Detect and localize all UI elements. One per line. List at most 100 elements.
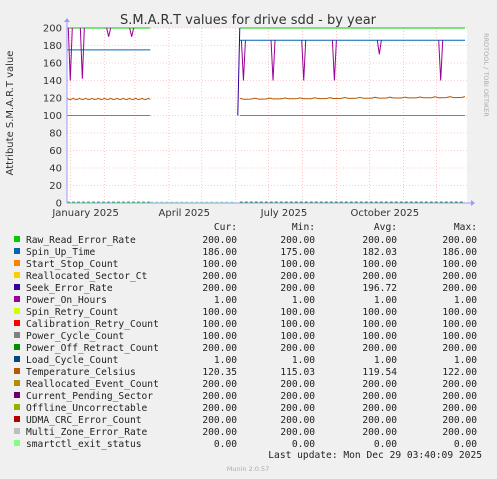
legend-name: Power_Off_Retract_Count — [26, 343, 159, 354]
legend-value-cur: 120.35 — [202, 367, 237, 378]
legend-swatch — [14, 392, 20, 398]
legend-name: UDMA_CRC_Error_Count — [26, 415, 142, 426]
legend-swatch — [14, 296, 20, 302]
y-tick-label: 140 — [43, 76, 62, 87]
legend-value-max: 100.00 — [442, 319, 477, 330]
legend-value-avg: 1.00 — [374, 355, 397, 366]
series-dip-seek-error-rate — [270, 40, 276, 81]
y-tick-label: 80 — [49, 129, 62, 140]
x-axis-arrow — [471, 200, 475, 206]
legend-value-max: 200.00 — [442, 283, 477, 294]
legend-swatch — [14, 248, 20, 254]
legend-swatch — [14, 236, 20, 242]
legend-value-min: 200.00 — [280, 379, 315, 390]
legend-swatch — [14, 344, 20, 350]
x-tick-label: October 2025 — [350, 208, 419, 219]
legend-swatch — [14, 416, 20, 422]
legend-swatch — [14, 356, 20, 362]
legend-value-avg: 200.00 — [362, 271, 397, 282]
legend-value-cur: 1.00 — [214, 295, 237, 306]
legend-name: Multi_Zone_Error_Rate — [26, 427, 148, 438]
legend-value-max: 200.00 — [442, 343, 477, 354]
legend-value-cur: 1.00 — [214, 355, 237, 366]
y-tick-label: 40 — [49, 164, 62, 175]
series-dip-seek-error-rate — [79, 27, 85, 79]
y-tick-label: 160 — [43, 59, 62, 70]
legend-value-cur: 186.00 — [202, 247, 237, 258]
legend-value-max: 200.00 — [442, 271, 477, 282]
legend-value-avg: 200.00 — [362, 391, 397, 402]
legend-value-cur: 200.00 — [202, 415, 237, 426]
series-dip-seek-error-rate — [129, 27, 135, 37]
legend-swatch — [14, 440, 20, 446]
legend-value-avg: 196.72 — [362, 283, 397, 294]
legend-value-max: 200.00 — [442, 391, 477, 402]
legend-value-cur: 200.00 — [202, 271, 237, 282]
legend-swatch — [14, 404, 20, 410]
legend-value-min: 200.00 — [280, 235, 315, 246]
legend-name: Reallocated_Sector_Ct — [26, 271, 147, 282]
y-tick-label: 0 — [56, 199, 62, 210]
legend-value-avg: 100.00 — [362, 259, 397, 270]
legend-name: Seek_Error_Rate — [26, 283, 113, 294]
legend-value-cur: 100.00 — [202, 259, 237, 270]
legend-value-min: 115.03 — [280, 367, 315, 378]
legend-value-cur: 200.00 — [202, 343, 237, 354]
legend-value-cur: 100.00 — [202, 319, 237, 330]
y-tick-label: 120 — [43, 94, 62, 105]
legend-swatch — [14, 272, 20, 278]
legend-name: Load_Cycle_Count — [26, 355, 118, 366]
legend-value-min: 1.00 — [292, 295, 315, 306]
legend-value-min: 100.00 — [280, 307, 315, 318]
legend-value-cur: 200.00 — [202, 391, 237, 402]
legend-value-max: 122.00 — [442, 367, 477, 378]
legend-value-avg: 200.00 — [362, 427, 397, 438]
legend-value-max: 0.00 — [454, 439, 477, 450]
legend-value-min: 200.00 — [280, 283, 315, 294]
y-ticks: 0 20 40 60 80 100 120 140 160 180 200 — [43, 24, 62, 210]
legend-value-avg: 100.00 — [362, 307, 397, 318]
y-axis-arrow — [64, 18, 70, 22]
legend-name: Reallocated_Event_Count — [26, 379, 159, 390]
legend-name: Start_Stop_Count — [26, 259, 118, 270]
legend-value-max: 1.00 — [454, 295, 477, 306]
x-ticks: January 2025 April 2025 July 2025 October 2… — [51, 208, 419, 219]
x-tick-label: April 2025 — [159, 208, 210, 219]
legend-name: smartctl_exit_status — [26, 439, 142, 450]
series-dip-seek-error-rate — [438, 40, 444, 81]
last-update: Last update: Mon Dec 29 03:40:09 2025 — [268, 450, 482, 461]
legend-value-cur: 200.00 — [202, 427, 237, 438]
series-dip-seek-error-rate — [376, 40, 382, 55]
legend-swatch — [14, 260, 20, 266]
legend-swatch — [14, 368, 20, 374]
legend-value-max: 186.00 — [442, 247, 477, 258]
y-tick-label: 200 — [43, 24, 62, 35]
legend-value-max: 1.00 — [454, 355, 477, 366]
series-dip-seek-error-rate — [301, 40, 307, 81]
x-tick-label: July 2025 — [260, 208, 308, 219]
y-tick-label: 60 — [49, 146, 62, 157]
legend-value-min: 100.00 — [280, 319, 315, 330]
legend-value-max: 200.00 — [442, 403, 477, 414]
legend-value-avg: 0.00 — [374, 439, 397, 450]
y-tick-label: 20 — [49, 181, 62, 192]
legend-name: Current_Pending_Sector — [26, 391, 153, 402]
legend-name: Calibration_Retry_Count — [26, 319, 159, 330]
legend-value-max: 200.00 — [442, 379, 477, 390]
legend-header: Max: — [454, 222, 477, 233]
legend-name: Offline_Uncorrectable — [26, 403, 148, 414]
legend-swatch — [14, 308, 20, 314]
series-line-temperature-celsius — [66, 97, 151, 100]
series-dip-seek-error-rate — [240, 40, 246, 81]
legend-value-avg: 200.00 — [362, 343, 397, 354]
legend-value-avg: 119.54 — [362, 367, 397, 378]
legend-value-max: 100.00 — [442, 259, 477, 270]
legend-value-cur: 0.00 — [214, 439, 237, 450]
y-tick-label: 100 — [43, 111, 62, 122]
rrdtool-credit: RRDTOOL / TOBI OETIKER — [482, 33, 490, 117]
legend-name: Raw_Read_Error_Rate — [26, 235, 136, 246]
legend-value-min: 200.00 — [280, 391, 315, 402]
munin-footer: Munin 2.0.57 — [227, 465, 270, 473]
legend-value-avg: 200.00 — [362, 403, 397, 414]
